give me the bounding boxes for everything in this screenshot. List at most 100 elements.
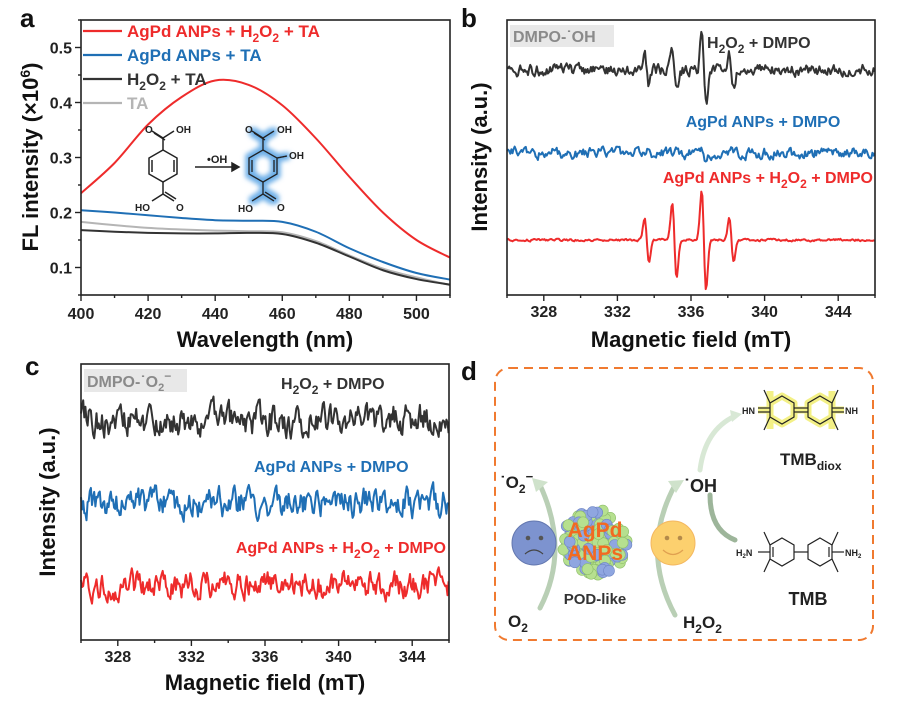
arrowhead bbox=[532, 478, 548, 492]
series-label: AgPd ANPs + DMPO bbox=[254, 459, 409, 476]
nanoparticle-atom bbox=[592, 528, 605, 540]
panel-label-a: a bbox=[20, 3, 35, 33]
label-part: O bbox=[299, 376, 311, 393]
label-part: AgPd ANPs + DMPO bbox=[254, 459, 409, 476]
panel-c-xlabel: Magnetic field (mT) bbox=[165, 670, 365, 695]
panel-b-xlabel: Magnetic field (mT) bbox=[591, 327, 791, 352]
panel-a-ticks: 400 420 440 460 480 500 0.1 0.2 0.3 0.4 0.5 bbox=[50, 19, 451, 323]
x-tick-label: 440 bbox=[202, 306, 229, 323]
label-part: 2 bbox=[252, 31, 259, 45]
dashed-border bbox=[494, 367, 874, 641]
nanoparticle-label-1: AgPd bbox=[568, 519, 623, 542]
panel-a-xlabel: Wavelength (nm) bbox=[177, 327, 353, 352]
reaction-arrowhead bbox=[231, 161, 241, 173]
label-part: + DMPO bbox=[380, 540, 446, 557]
oh-to-tmbdiox-arrow bbox=[697, 413, 738, 473]
panel-d: d bbox=[461, 356, 874, 641]
reaction-reagent: •OH bbox=[207, 154, 227, 166]
label-part: 2 bbox=[719, 42, 726, 56]
panel-label-b: b bbox=[461, 3, 477, 33]
panel-label-c: c bbox=[25, 351, 39, 381]
sad-face-icon bbox=[511, 520, 557, 566]
series-label: AgPd ANPs + H2O2 + TA bbox=[127, 22, 320, 45]
x-tick-label: 500 bbox=[403, 306, 430, 323]
x-tick-label: 480 bbox=[336, 306, 363, 323]
x-tick-label: 328 bbox=[530, 304, 557, 321]
product-oh-2: OH bbox=[289, 151, 304, 162]
label-part: 2 bbox=[159, 79, 166, 93]
series-label: H2O2 + TA bbox=[127, 70, 207, 93]
panel-c-ylabel: Intensity (a.u.) bbox=[35, 427, 60, 576]
nanoparticle-atom bbox=[577, 516, 589, 529]
panel-label-d: d bbox=[461, 356, 477, 386]
panel-a-frame bbox=[80, 19, 451, 296]
panel-c-tag-box bbox=[84, 369, 187, 392]
label-part: + DMPO bbox=[807, 170, 873, 187]
happy-face-icon bbox=[650, 520, 696, 566]
panel-b: b DMPO-˙OH 328 332 336 340 344 H2O2 + DMPOAg… bbox=[461, 3, 876, 352]
label-part: O bbox=[361, 540, 373, 557]
label-part: 2 bbox=[800, 177, 807, 191]
panel-b-ticks: 328 332 336 340 344 bbox=[506, 295, 876, 321]
reaction-arrows bbox=[532, 410, 742, 618]
series-line-1 bbox=[80, 481, 449, 523]
label-part: AgPd ANPs + H bbox=[663, 170, 781, 187]
nanoparticle-atom bbox=[563, 536, 576, 548]
label-part: H bbox=[281, 376, 293, 393]
h2n-label: H2N bbox=[736, 548, 752, 560]
tmb-structure: H2N NH2 bbox=[736, 531, 862, 573]
x-tick-label: 340 bbox=[751, 304, 778, 321]
label-part: + DMPO bbox=[318, 376, 384, 393]
nanoparticle-atom bbox=[577, 529, 590, 542]
label-part: 2 bbox=[272, 31, 279, 45]
nh-label: NH bbox=[845, 406, 858, 416]
label-part: 2 bbox=[293, 383, 300, 397]
series-line-1 bbox=[80, 209, 451, 281]
panel-c: c DMPO-˙O2− 328 332 336 340 344 H2O2 + DMPOA… bbox=[25, 351, 450, 695]
label-part: + DMPO bbox=[744, 35, 810, 52]
label-part: AgPd ANPs + H bbox=[127, 22, 252, 41]
label-part: 2 bbox=[373, 547, 380, 561]
nh2-label: NH2 bbox=[845, 548, 862, 560]
panel-a-lines bbox=[80, 78, 451, 287]
label-part: TA bbox=[127, 94, 148, 113]
label-part: O bbox=[259, 22, 272, 41]
label-part: 2 bbox=[312, 383, 319, 397]
label-part: O bbox=[146, 70, 159, 89]
tmb-label: TMB bbox=[789, 589, 828, 609]
product-oh: OH bbox=[277, 125, 292, 136]
panel-b-frame bbox=[506, 19, 876, 296]
x-tick-label: 400 bbox=[68, 306, 95, 323]
inset-reaction bbox=[148, 130, 288, 202]
nanoparticle-atom bbox=[581, 563, 594, 575]
panel-b-tag-box bbox=[510, 25, 614, 47]
series-line-0 bbox=[80, 78, 451, 259]
series-line-1 bbox=[506, 145, 876, 163]
o2-label: O2 bbox=[508, 612, 528, 635]
panel-a: a 400 420 440 460 480 500 0.1 0.2 0.3 0.4 0.5 Wave… bbox=[17, 3, 451, 352]
tmb-diox-label: TMBdiox bbox=[780, 450, 842, 473]
nanoparticle-atom bbox=[562, 519, 575, 531]
label-part: 2 bbox=[354, 547, 361, 561]
series-label: H2O2 + DMPO bbox=[707, 35, 811, 56]
agpd-nanoparticle-icon bbox=[557, 504, 633, 581]
series-label: AgPd ANPs + TA bbox=[127, 46, 262, 65]
mechanism-diagram: AgPd ANPs POD-like O2 ˙O2− H2O2 ˙OH TMBd… bbox=[494, 367, 874, 641]
product-ho: HO bbox=[238, 204, 253, 215]
x-tick-label: 344 bbox=[825, 304, 852, 321]
panel-c-lines bbox=[80, 395, 450, 605]
label-part: AgPd ANPs + H bbox=[236, 540, 354, 557]
label-part: + TA bbox=[279, 22, 320, 41]
series-line-2 bbox=[506, 190, 876, 291]
series-label: AgPd ANPs + H2O2 + DMPO bbox=[663, 170, 873, 191]
series-line-0 bbox=[506, 30, 876, 105]
label-part: O bbox=[788, 170, 800, 187]
x-tick-label: 332 bbox=[178, 649, 205, 666]
y-tick-label: 0.1 bbox=[50, 261, 72, 278]
label-part: 2 bbox=[738, 42, 745, 56]
panel-c-ticks: 328 332 336 340 344 bbox=[80, 640, 450, 666]
